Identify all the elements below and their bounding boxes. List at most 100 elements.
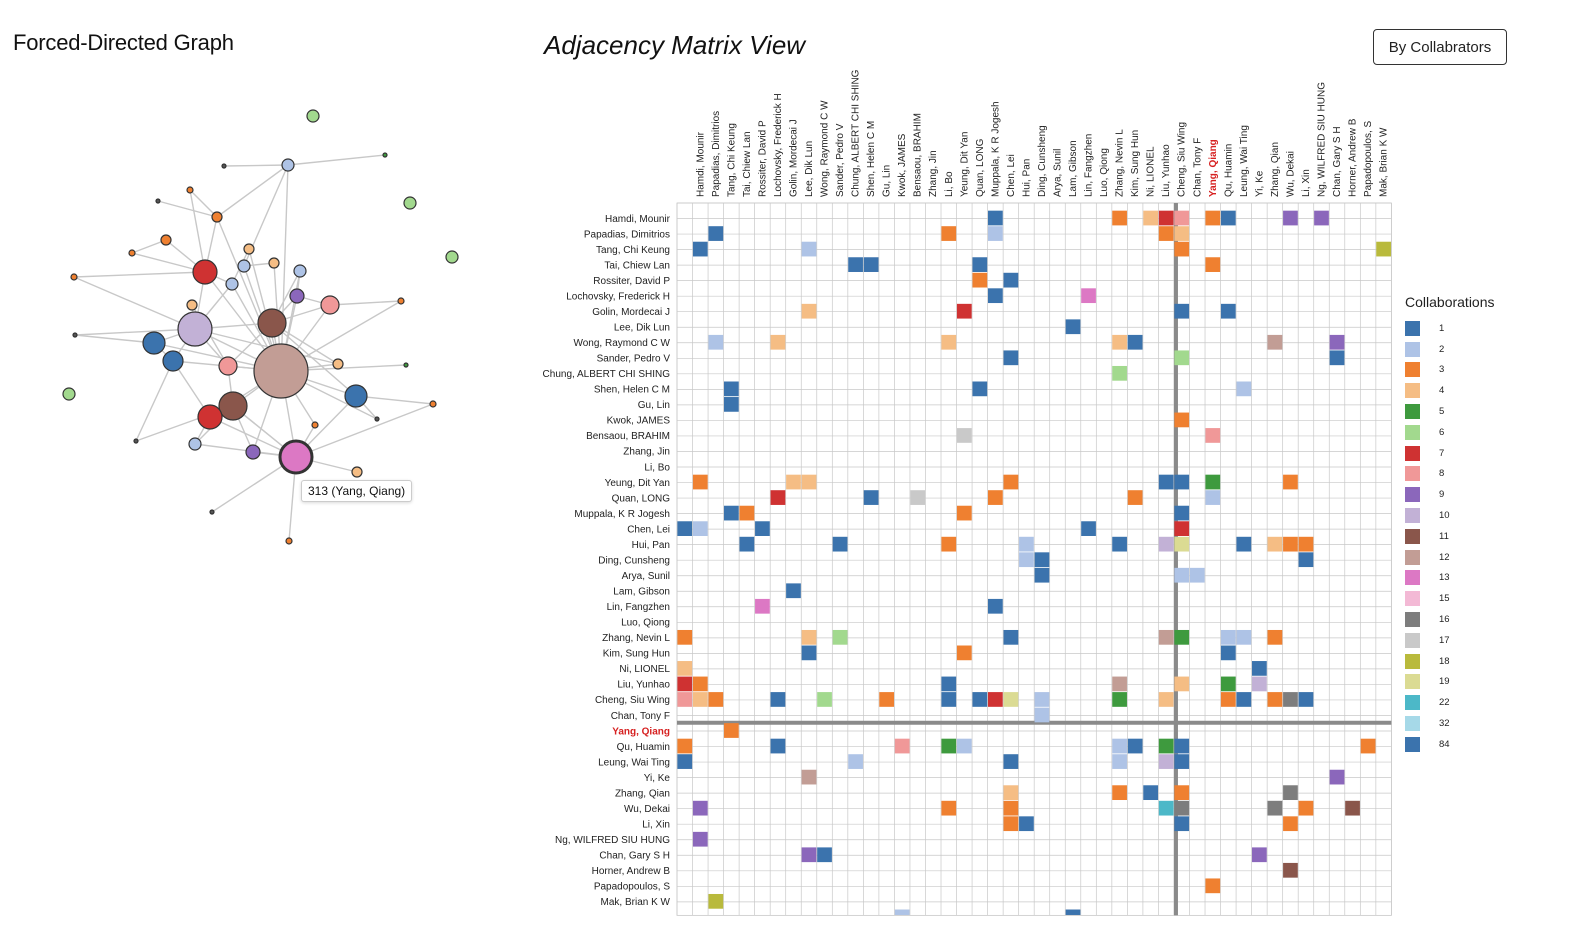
matrix-cell[interactable] bbox=[770, 692, 786, 707]
matrix-cell[interactable] bbox=[848, 257, 863, 272]
matrix-row-label[interactable]: Quan, LONG bbox=[612, 493, 671, 504]
matrix-cell[interactable] bbox=[692, 800, 708, 816]
matrix-row-label[interactable]: Liu, Yunhao bbox=[617, 680, 670, 691]
matrix-cell[interactable] bbox=[1236, 629, 1252, 645]
matrix-cell[interactable] bbox=[708, 692, 724, 707]
graph-node[interactable] bbox=[70, 273, 78, 281]
matrix-cell[interactable] bbox=[708, 893, 724, 909]
matrix-column-label[interactable]: Ni, LIONEL bbox=[1146, 146, 1157, 197]
matrix-column-label[interactable]: Lee, Dik Lun bbox=[804, 141, 815, 197]
matrix-cell[interactable] bbox=[801, 769, 817, 785]
matrix-cell[interactable] bbox=[801, 847, 817, 863]
graph-node[interactable] bbox=[281, 158, 295, 172]
matrix-row-label[interactable]: Kwok, JAMES bbox=[607, 416, 671, 427]
matrix-cell[interactable] bbox=[1065, 319, 1081, 335]
matrix-cell[interactable] bbox=[1360, 738, 1376, 754]
matrix-cell[interactable] bbox=[988, 598, 1003, 614]
matrix-cell[interactable] bbox=[677, 521, 693, 536]
matrix-row-label[interactable]: Chan, Gary S H bbox=[599, 851, 670, 862]
matrix-cell[interactable] bbox=[755, 521, 770, 536]
matrix-column-label[interactable]: Ng, WILFRED SIU HUNG bbox=[1316, 82, 1327, 197]
matrix-column-label[interactable]: Li, Bo bbox=[944, 171, 955, 197]
matrix-cell[interactable] bbox=[1158, 738, 1174, 754]
matrix-cell[interactable] bbox=[894, 909, 910, 915]
matrix-cell[interactable] bbox=[677, 676, 693, 692]
matrix-cell[interactable] bbox=[1283, 862, 1298, 878]
matrix-column-label[interactable]: Tai, Chiew Lan bbox=[742, 131, 753, 197]
matrix-cell[interactable] bbox=[941, 334, 957, 350]
matrix-cell[interactable] bbox=[770, 738, 786, 754]
matrix-cell[interactable] bbox=[1112, 536, 1127, 552]
matrix-cell[interactable] bbox=[1283, 692, 1298, 707]
matrix-cell[interactable] bbox=[1127, 334, 1143, 350]
graph-node[interactable] bbox=[186, 186, 194, 194]
matrix-cell[interactable] bbox=[863, 490, 879, 505]
matrix-cell[interactable] bbox=[1376, 241, 1391, 257]
matrix-row-label[interactable]: Chan, Tony F bbox=[611, 711, 670, 722]
matrix-cell[interactable] bbox=[755, 598, 770, 614]
matrix-cell[interactable] bbox=[692, 241, 708, 257]
matrix-row-label[interactable]: Ding, Cunsheng bbox=[598, 555, 670, 566]
matrix-column-label[interactable]: Mak, Brian K W bbox=[1379, 127, 1390, 197]
graph-node[interactable] bbox=[285, 537, 293, 545]
matrix-row-label[interactable]: Chung, ALBERT CHI SHING bbox=[543, 369, 671, 380]
matrix-row-label[interactable]: Ng, WILFRED SIU HUNG bbox=[555, 835, 670, 846]
matrix-cell[interactable] bbox=[786, 583, 801, 599]
graph-node[interactable] bbox=[278, 439, 314, 475]
matrix-column-label[interactable]: Wong, Raymond C W bbox=[820, 100, 831, 197]
matrix-column-label[interactable]: Gu, Lin bbox=[882, 165, 893, 197]
matrix-cell[interactable] bbox=[1298, 536, 1314, 552]
matrix-cell[interactable] bbox=[1127, 490, 1143, 505]
graph-node[interactable] bbox=[177, 311, 213, 347]
adjacency-matrix[interactable]: Hamdi, Mounir Papadias, Dimitrios Tang, Ch… bbox=[0, 0, 1400, 930]
matrix-cell[interactable] bbox=[817, 847, 832, 863]
matrix-cell[interactable] bbox=[1283, 474, 1298, 490]
matrix-column-label[interactable]: Qu, Huamin bbox=[1223, 144, 1234, 197]
matrix-cell[interactable] bbox=[910, 490, 926, 505]
matrix-cell[interactable] bbox=[1174, 474, 1190, 490]
matrix-row-label[interactable]: Kim, Sung Hun bbox=[603, 649, 670, 660]
matrix-cell[interactable] bbox=[1158, 754, 1174, 769]
matrix-column-label[interactable]: Li, Xin bbox=[1301, 169, 1312, 197]
graph-node[interactable] bbox=[221, 163, 227, 169]
matrix-row-label[interactable]: Qu, Huamin bbox=[617, 742, 670, 753]
matrix-cell[interactable] bbox=[1174, 738, 1190, 754]
matrix-cell[interactable] bbox=[1127, 738, 1143, 754]
matrix-cell[interactable] bbox=[1329, 769, 1345, 785]
matrix-column-label[interactable]: Tang, Chi Keung bbox=[726, 123, 737, 197]
matrix-cell[interactable] bbox=[1329, 334, 1345, 350]
matrix-row-label[interactable]: Yeung, Dit Yan bbox=[605, 478, 670, 489]
matrix-cell[interactable] bbox=[1019, 816, 1034, 832]
matrix-cell[interactable] bbox=[1205, 878, 1221, 894]
matrix-cell[interactable] bbox=[1174, 521, 1190, 536]
matrix-cell[interactable] bbox=[1065, 909, 1081, 915]
matrix-row-label[interactable]: Lee, Dik Lun bbox=[614, 323, 670, 334]
matrix-cell[interactable] bbox=[770, 490, 786, 505]
graph-node[interactable] bbox=[142, 331, 166, 355]
matrix-column-label[interactable]: Quan, LONG bbox=[975, 138, 986, 197]
matrix-cell[interactable] bbox=[1158, 536, 1174, 552]
matrix-cell[interactable] bbox=[1267, 536, 1283, 552]
graph-node[interactable] bbox=[374, 416, 380, 422]
matrix-cell[interactable] bbox=[1314, 210, 1329, 226]
matrix-cell[interactable] bbox=[1174, 629, 1190, 645]
matrix-cell[interactable] bbox=[801, 645, 817, 661]
matrix-cell[interactable] bbox=[1236, 381, 1252, 397]
matrix-cell[interactable] bbox=[1174, 800, 1190, 816]
graph-node[interactable] bbox=[382, 152, 388, 158]
matrix-cell[interactable] bbox=[1174, 210, 1190, 226]
matrix-row-label[interactable]: Arya, Sunil bbox=[622, 571, 670, 582]
matrix-column-label[interactable]: Papadopoulos, S bbox=[1363, 120, 1374, 197]
matrix-row-label[interactable]: Hamdi, Mounir bbox=[605, 214, 671, 225]
matrix-row-label[interactable]: Zhang, Nevin L bbox=[602, 633, 670, 644]
matrix-cell[interactable] bbox=[692, 676, 708, 692]
matrix-row-label[interactable]: Tang, Chi Keung bbox=[596, 245, 670, 256]
graph-node[interactable] bbox=[289, 288, 305, 304]
matrix-cell[interactable] bbox=[1112, 210, 1127, 226]
graph-node[interactable] bbox=[218, 356, 238, 376]
matrix-cell[interactable] bbox=[1298, 800, 1314, 816]
matrix-cell[interactable] bbox=[1003, 800, 1019, 816]
matrix-column-label[interactable]: Zhang, Jin bbox=[928, 150, 939, 197]
matrix-cell[interactable] bbox=[786, 474, 801, 490]
matrix-cell[interactable] bbox=[1143, 210, 1159, 226]
